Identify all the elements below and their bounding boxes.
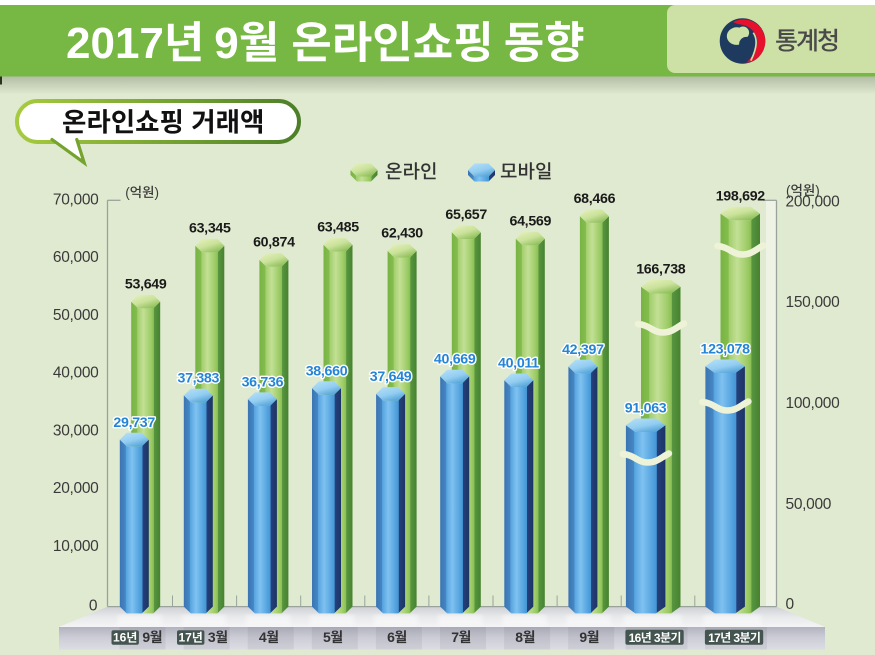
svg-text:53,649: 53,649 [125, 276, 167, 292]
svg-text:16: 16 [629, 631, 642, 645]
svg-text:29,737: 29,737 [113, 415, 155, 431]
svg-text:40,011: 40,011 [498, 356, 539, 372]
svg-text:62,430: 62,430 [381, 226, 423, 242]
svg-text:8: 8 [515, 629, 523, 645]
svg-text:(: ( [125, 185, 130, 200]
svg-text:63,485: 63,485 [317, 220, 359, 236]
svg-text:0: 0 [89, 598, 98, 615]
svg-text:2017: 2017 [66, 19, 164, 68]
svg-text:50,000: 50,000 [53, 307, 99, 324]
svg-text:17: 17 [179, 631, 193, 645]
svg-text:38,660: 38,660 [306, 363, 348, 379]
svg-text:91,063: 91,063 [625, 401, 667, 417]
svg-text:17: 17 [708, 631, 721, 645]
svg-text:65,657: 65,657 [445, 207, 487, 223]
svg-text:60,000: 60,000 [53, 249, 99, 266]
svg-text:64,569: 64,569 [510, 213, 552, 229]
svg-text:3: 3 [208, 629, 216, 645]
svg-text:166,738: 166,738 [636, 262, 686, 278]
svg-text:3: 3 [654, 631, 661, 645]
svg-text:0: 0 [786, 596, 795, 613]
svg-text:60,874: 60,874 [253, 235, 295, 251]
svg-text:4: 4 [259, 629, 267, 645]
svg-text:30,000: 30,000 [53, 422, 99, 439]
svg-text:36,736: 36,736 [242, 374, 284, 390]
svg-text:198,692: 198,692 [716, 188, 766, 204]
svg-text:): ) [815, 183, 820, 198]
svg-text:9: 9 [579, 629, 587, 645]
svg-text:68,466: 68,466 [574, 191, 616, 207]
svg-text:9: 9 [214, 19, 238, 68]
svg-text:16: 16 [113, 631, 127, 645]
svg-text:63,345: 63,345 [189, 220, 231, 236]
svg-text:20,000: 20,000 [53, 480, 99, 497]
svg-text:42,397: 42,397 [562, 342, 604, 358]
svg-text:9: 9 [142, 629, 150, 645]
svg-text:6: 6 [387, 629, 395, 645]
svg-text:70,000: 70,000 [53, 192, 99, 209]
svg-text:37,383: 37,383 [178, 371, 220, 387]
svg-text:150,000: 150,000 [786, 294, 841, 311]
svg-text:200,000: 200,000 [786, 194, 841, 211]
svg-text:50,000: 50,000 [786, 496, 832, 513]
svg-text:3: 3 [733, 631, 740, 645]
svg-text:37,649: 37,649 [370, 369, 412, 385]
svg-text:100,000: 100,000 [786, 395, 841, 412]
svg-text:): ) [155, 185, 160, 200]
svg-text:5: 5 [323, 629, 331, 645]
svg-text:123,078: 123,078 [701, 342, 751, 358]
svg-text:(: ( [786, 183, 791, 198]
svg-text:40,669: 40,669 [434, 352, 476, 368]
svg-text:40,000: 40,000 [53, 365, 99, 382]
svg-text:7: 7 [451, 629, 459, 645]
svg-text:10,000: 10,000 [53, 538, 99, 555]
